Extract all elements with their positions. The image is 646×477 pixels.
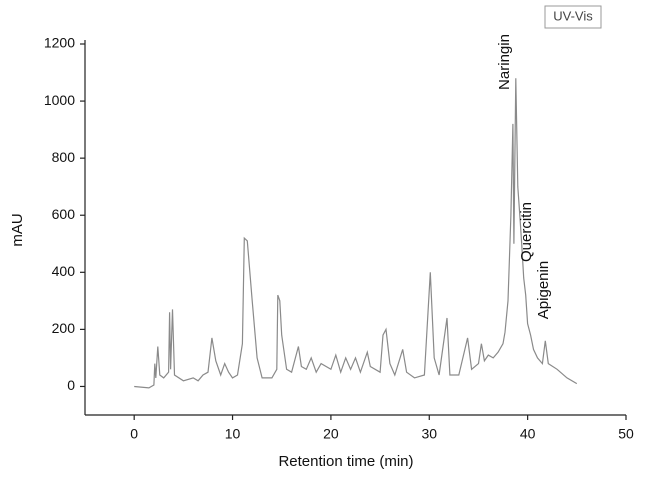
y-axis-label: mAU: [9, 213, 26, 246]
x-tick-label: 20: [323, 426, 339, 442]
y-tick-label: 0: [67, 377, 75, 393]
peak-annotation: Quercitin: [518, 202, 535, 262]
x-tick-label: 10: [225, 426, 241, 442]
x-axis-label: Retention time (min): [278, 453, 413, 470]
chromatogram-line: [134, 78, 578, 389]
legend-label: UV-Vis: [553, 8, 593, 23]
x-tick-label: 30: [421, 426, 437, 442]
legend-box: [544, 5, 602, 29]
peak-annotation: Apigenin: [535, 261, 552, 319]
y-tick-label: 400: [52, 263, 76, 279]
y-tick-label: 1200: [44, 35, 75, 51]
y-tick-label: 200: [52, 320, 76, 336]
y-tick-label: 600: [52, 206, 76, 222]
y-tick-label: 1000: [44, 92, 75, 108]
peak-annotation: Naringin: [496, 34, 513, 90]
y-tick-label: 800: [52, 149, 76, 165]
x-tick-label: 40: [520, 426, 536, 442]
x-tick-label: 0: [130, 426, 138, 442]
x-tick-label: 50: [618, 426, 634, 442]
